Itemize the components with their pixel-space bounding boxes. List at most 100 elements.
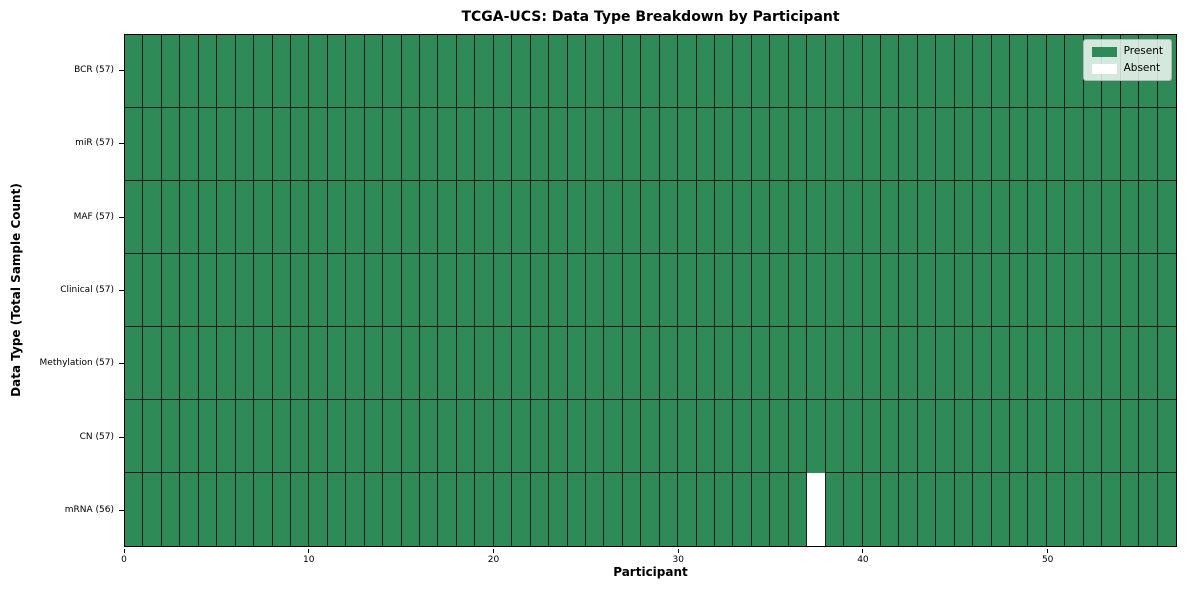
heatmap-cell-Clinical-16 <box>420 254 439 327</box>
heatmap-cell-mRNA-36 <box>788 473 808 546</box>
heatmap-cell-Methylation-12 <box>346 327 365 400</box>
heatmap-cell-MAF-7 <box>254 181 273 254</box>
heatmap-cell-BCR-46 <box>973 35 992 108</box>
heatmap-cell-Clinical-23 <box>549 254 568 327</box>
heatmap-cell-Methylation-9 <box>290 327 310 400</box>
heatmap-cell-CN-14 <box>383 400 402 473</box>
heatmap-cell-BCR-39 <box>844 35 863 108</box>
heatmap-cell-MAF-6 <box>235 181 255 254</box>
y-tick-label-Methylation: Methylation (57) <box>39 358 114 369</box>
heatmap-cell-mRNA-23 <box>549 473 568 546</box>
y-tick-mark <box>119 363 124 365</box>
heatmap-cell-Clinical-37 <box>807 254 826 327</box>
heatmap-cell-Clinical-6 <box>235 254 255 327</box>
heatmap-cell-MAF-35 <box>770 181 789 254</box>
heatmap-cell-CN-36 <box>788 400 808 473</box>
heatmap-cell-BCR-23 <box>549 35 568 108</box>
heatmap-cell-CN-0 <box>125 400 144 473</box>
heatmap-cell-Methylation-21 <box>512 327 531 400</box>
heatmap-cell-BCR-47 <box>991 35 1011 108</box>
heatmap-cell-BCR-21 <box>512 35 531 108</box>
heatmap-cell-MAF-24 <box>567 181 586 254</box>
heatmap-cell-Clinical-40 <box>862 254 881 327</box>
heatmap-cell-Clinical-10 <box>309 254 328 327</box>
heatmap-cell-Clinical-22 <box>530 254 550 327</box>
heatmap-cell-Clinical-17 <box>438 254 457 327</box>
heatmap-cell-mRNA-0 <box>125 473 144 546</box>
heatmap-cell-miR-50 <box>1046 108 1066 181</box>
heatmap-cell-MAF-37 <box>807 181 826 254</box>
heatmap-cell-Clinical-35 <box>770 254 789 327</box>
heatmap-cell-CN-54 <box>1120 400 1140 473</box>
heatmap-cell-mRNA-53 <box>1102 473 1121 546</box>
heatmap-cell-CN-30 <box>678 400 697 473</box>
heatmap-cell-CN-7 <box>254 400 273 473</box>
heatmap-cell-CN-44 <box>936 400 955 473</box>
heatmap-cell-mRNA-21 <box>512 473 531 546</box>
heatmap-cell-CN-9 <box>290 400 310 473</box>
heatmap-cell-mRNA-52 <box>1083 473 1103 546</box>
heatmap-cell-mRNA-16 <box>420 473 439 546</box>
heatmap-cell-MAF-26 <box>604 181 623 254</box>
heatmap-cell-miR-7 <box>254 108 273 181</box>
heatmap-cell-miR-35 <box>770 108 789 181</box>
heatmap-cell-BCR-50 <box>1046 35 1066 108</box>
heatmap-cell-Clinical-26 <box>604 254 623 327</box>
heatmap-cell-mRNA-47 <box>991 473 1011 546</box>
heatmap-cell-miR-10 <box>309 108 328 181</box>
heatmap-cell-MAF-9 <box>290 181 310 254</box>
heatmap-cell-BCR-42 <box>899 35 918 108</box>
heatmap-cell-Clinical-32 <box>715 254 734 327</box>
heatmap-cell-MAF-55 <box>1139 181 1158 254</box>
heatmap-cell-BCR-31 <box>696 35 716 108</box>
x-tick-label: 50 <box>1041 555 1054 565</box>
heatmap-cell-MAF-22 <box>530 181 550 254</box>
heatmap-cell-mRNA-25 <box>585 473 605 546</box>
heatmap-cell-mRNA-22 <box>530 473 550 546</box>
heatmap-cell-miR-49 <box>1028 108 1047 181</box>
heatmap-cell-mRNA-48 <box>1010 473 1029 546</box>
heatmap-cell-Clinical-14 <box>383 254 402 327</box>
heatmap-cell-mRNA-8 <box>272 473 291 546</box>
heatmap-cell-MAF-51 <box>1065 181 1084 254</box>
x-tick-mark <box>1047 548 1049 553</box>
heatmap-cell-Clinical-18 <box>456 254 476 327</box>
heatmap-cell-BCR-26 <box>604 35 623 108</box>
heatmap-cell-CN-45 <box>954 400 974 473</box>
heatmap-cell-miR-56 <box>1157 108 1176 181</box>
x-tick-label: 20 <box>487 555 500 565</box>
heatmap-cell-Clinical-12 <box>346 254 365 327</box>
heatmap-cell-mRNA-26 <box>604 473 623 546</box>
heatmap-cell-Methylation-11 <box>327 327 347 400</box>
heatmap-cell-MAF-3 <box>180 181 199 254</box>
heatmap-cell-miR-21 <box>512 108 531 181</box>
heatmap-cell-CN-3 <box>180 400 199 473</box>
heatmap-cell-Clinical-49 <box>1028 254 1047 327</box>
heatmap-cell-Clinical-19 <box>475 254 494 327</box>
heatmap-cell-CN-23 <box>549 400 568 473</box>
heatmap-cell-MAF-52 <box>1083 181 1103 254</box>
heatmap-cell-MAF-39 <box>844 181 863 254</box>
heatmap-cell-Methylation-50 <box>1046 327 1066 400</box>
heatmap-cell-miR-52 <box>1083 108 1103 181</box>
heatmap-cell-miR-32 <box>715 108 734 181</box>
heatmap-cell-miR-43 <box>917 108 937 181</box>
legend-item-absent: Absent <box>1091 63 1163 74</box>
heatmap-cell-mRNA-18 <box>456 473 476 546</box>
x-tick-label: 0 <box>121 555 127 565</box>
heatmap-cell-CN-29 <box>659 400 679 473</box>
heatmap-cell-MAF-10 <box>309 181 328 254</box>
heatmap-cell-Methylation-41 <box>880 327 900 400</box>
heatmap-cell-miR-27 <box>622 108 642 181</box>
heatmap-cell-Methylation-0 <box>125 327 144 400</box>
heatmap-cell-MAF-13 <box>364 181 384 254</box>
heatmap-cell-MAF-19 <box>475 181 494 254</box>
heatmap-cell-Methylation-20 <box>493 327 513 400</box>
heatmap-cell-Methylation-4 <box>198 327 218 400</box>
heatmap-cell-Methylation-38 <box>825 327 845 400</box>
heatmap-cell-CN-50 <box>1046 400 1066 473</box>
heatmap-cell-BCR-51 <box>1065 35 1084 108</box>
heatmap-cell-miR-0 <box>125 108 144 181</box>
y-tick-mark <box>119 143 124 145</box>
